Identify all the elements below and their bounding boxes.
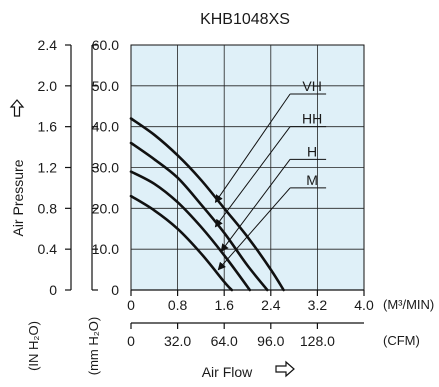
- y2-tick-label: 0.8: [38, 200, 58, 216]
- series-label-vh: VH: [302, 78, 321, 94]
- y-axis-label: Air Pressure: [10, 159, 26, 236]
- y2-tick-label: 1.6: [38, 119, 58, 135]
- y-tick-label: 20.0: [92, 200, 119, 216]
- x-tick-label: 2.4: [261, 297, 281, 313]
- series-label-h: H: [307, 143, 317, 159]
- arrow-right-icon: [275, 360, 295, 378]
- x-axis-unit: (M³/MIN): [383, 297, 434, 312]
- x-axis-m3min: 0 0.8 1.6 2.4 3.2 4.0: [127, 289, 374, 313]
- y-tick-label: 60.0: [92, 37, 119, 53]
- y-tick-label: 40.0: [92, 119, 119, 135]
- y-axis-unit: (mm H₂O): [86, 317, 101, 375]
- y-tick-label: 50.0: [92, 78, 119, 94]
- x-tick-label: 3.2: [308, 297, 328, 313]
- series-line-m: [129, 194, 234, 292]
- leader-arrow-vh: [214, 93, 291, 204]
- leader-arrow-hh: [214, 126, 291, 228]
- chart-title: KHB1048XS: [200, 11, 290, 28]
- x-tick-label: 0: [127, 297, 135, 313]
- x-tick-label: 1.6: [214, 297, 234, 313]
- x-axis-cfm: 0 32.0 64.0 96.0 128.0: [127, 322, 364, 349]
- x2-tick-label: 96.0: [257, 333, 284, 349]
- x2-tick-label: 128.0: [300, 333, 335, 349]
- y-tick-label: 0: [111, 282, 119, 298]
- y2-axis-unit: (IN H₂O): [26, 321, 41, 371]
- leader-arrow-h: [220, 159, 291, 253]
- series-label-m: M: [306, 172, 318, 188]
- y-axis-inh2o: 0 0.4 0.8 1.2 1.6 2.0 2.4: [38, 37, 72, 298]
- series-label-hh: HH: [302, 111, 322, 127]
- y2-tick-label: 0.4: [38, 241, 58, 257]
- y-tick-label: 10.0: [92, 241, 119, 257]
- y2-tick-label: 1.2: [38, 160, 58, 176]
- grid-lines: [131, 45, 364, 290]
- x2-tick-label: 32.0: [164, 333, 191, 349]
- series-line-hh: [129, 141, 269, 292]
- arrow-up-icon: [9, 99, 25, 117]
- y-tick-label: 30.0: [92, 160, 119, 176]
- x-axis-label: Air Flow: [202, 364, 253, 380]
- x-tick-label: 0.8: [168, 297, 188, 313]
- y-axis-mmh2o: 0 10.0 20.0 30.0 40.0 50.0 60.0: [91, 37, 119, 298]
- leader-arrow-m: [217, 187, 291, 271]
- x2-tick-label: 64.0: [211, 333, 238, 349]
- x2-axis-unit: (CFM): [383, 333, 420, 348]
- series-line-h: [129, 170, 252, 292]
- y2-tick-label: 0: [49, 282, 57, 298]
- y2-tick-label: 2.4: [38, 37, 58, 53]
- x-tick-label: 4.0: [354, 297, 374, 313]
- series-line-vh: [129, 117, 285, 292]
- y2-tick-label: 2.0: [38, 78, 58, 94]
- x2-tick-label: 0: [127, 333, 135, 349]
